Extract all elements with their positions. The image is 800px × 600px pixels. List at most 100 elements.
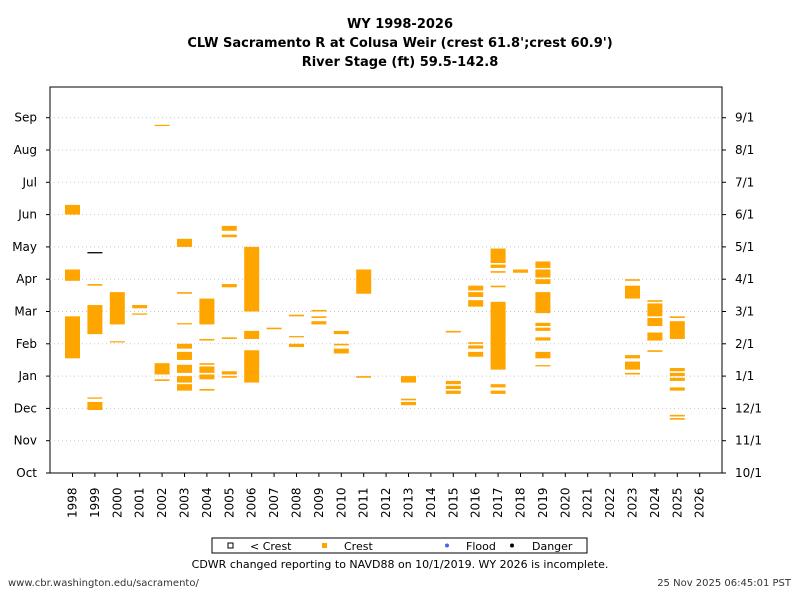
data-bar-2023 [625,361,640,370]
data-bar-2009 [311,309,327,312]
plot-area-frame [49,86,723,474]
x-tick-label: 2013 [402,487,416,518]
data-bar-2017 [490,264,506,268]
y-right-tick-label: 9/1 [735,111,754,125]
data-bar-2015 [445,390,461,394]
data-bar-2004 [199,389,215,391]
data-bar-2016 [468,342,484,344]
data-bar-1999 [87,284,103,286]
data-bar-2025 [669,377,685,381]
data-bar-2003 [177,376,192,383]
data-bar-2024 [647,300,663,302]
data-bar-2013 [401,376,416,383]
data-bar-2019 [535,322,551,327]
data-bar-2005 [221,234,237,238]
x-tick-label: 2018 [514,487,528,518]
data-bar-2011 [356,269,372,294]
data-bar-2025 [669,418,685,420]
data-bar-2006 [244,330,260,339]
y-left-tick-label: Nov [14,434,37,448]
data-bar-2025 [669,414,685,417]
data-bar-2002 [154,363,170,375]
legend-below-crest-label: < Crest [250,540,292,553]
data-bar-2023 [625,355,640,359]
data-bar-2024 [647,317,663,327]
data-bar-2025 [669,387,685,391]
x-tick-label: 1998 [66,487,80,518]
data-bar-2009 [311,321,327,325]
data-bar-2010 [333,343,349,346]
data-bar-2017 [490,301,506,370]
y-left-tick-label: Apr [16,272,37,286]
data-bar-2006 [244,246,260,312]
x-tick-label: 2016 [469,487,483,518]
data-bar-2017 [490,390,506,394]
x-tick-label: 2012 [379,487,393,518]
y-left-tick-label: Dec [14,401,37,415]
x-tick-label: 2010 [334,487,348,518]
data-bar-2001 [132,313,148,315]
x-tick-label: 2017 [491,487,505,518]
footer-url: www.cbr.washington.edu/sacramento/ [8,578,199,589]
data-bar-2008 [289,314,304,317]
y-right-tick-label: 3/1 [735,305,754,319]
data-bar-2010 [333,348,349,354]
data-bar-2025 [669,316,685,318]
x-tick-label: 2023 [626,487,640,518]
chart-title-line-1: WY 1998-2026 [347,17,453,32]
x-tick-label: 2024 [648,487,662,518]
x-tick-label: 2005 [222,487,236,518]
data-bar-2019 [535,292,551,314]
x-tick-label: 2022 [603,487,617,518]
data-bar-2013 [401,398,416,401]
y-right-tick-label: 10/1 [735,466,762,480]
data-bar-2023 [625,285,640,299]
y-left-tick-label: Feb [16,337,37,351]
footer-note: CDWR changed reporting to NAVD88 on 10/1… [192,558,609,571]
legend-crest-marker [322,543,327,548]
x-tick-label: 2008 [290,487,304,518]
data-bar-1998 [65,269,80,281]
y-right-tick-label: 7/1 [735,175,754,189]
data-bar-2017 [490,384,506,388]
data-bar-2004 [199,338,215,341]
data-bar-2004 [199,298,215,325]
data-bars [65,124,685,420]
legend: < Crest Crest Flood Danger [211,537,588,554]
data-bar-2004 [199,363,215,365]
data-bar-2019 [535,327,551,331]
y-left-tick-label: Jan [18,369,38,383]
data-bar-2025 [669,368,685,372]
data-bar-2004 [199,374,215,380]
y-right-tick-label: 12/1 [735,401,762,415]
x-tick-label: 2000 [110,487,124,518]
y-left-tick-label: Aug [14,143,37,157]
x-axis: 1998 1999 2000 2001 2002 2003 2004 2005 2006 2007… [66,473,707,518]
data-bar-2003 [177,292,192,294]
x-tick-label: 2026 [693,487,707,518]
data-bar-2003 [177,364,192,373]
data-bar-1999 [87,305,103,335]
data-bar-2025 [669,321,685,339]
x-tick-label: 2021 [581,487,595,518]
chart-title-line-3: River Stage (ft) 59.5-142.8 [302,55,499,70]
data-bar-2009 [311,316,327,318]
x-tick-label: 2020 [558,487,572,518]
data-bar-2007 [266,327,282,330]
data-bar-1999 [87,401,103,411]
data-bar-2005 [221,337,237,339]
y-left-tick-label: Mar [14,305,37,319]
y-right-tick-label: 6/1 [735,208,754,222]
data-bar-2015 [445,385,461,390]
y-left-tick-label: Jul [22,175,37,189]
x-tick-label: 2009 [312,487,326,518]
data-bar-2015 [445,380,461,385]
y-left-tick-label: Oct [16,466,37,480]
data-bar-2019 [535,351,551,359]
y-right-tick-label: 1/1 [735,369,754,383]
data-bar-2002 [154,379,170,381]
data-bar-2024 [647,332,663,341]
x-tick-label: 2011 [357,487,371,518]
y-right-tick-label: 8/1 [735,143,754,157]
data-bar-2023 [625,372,640,375]
